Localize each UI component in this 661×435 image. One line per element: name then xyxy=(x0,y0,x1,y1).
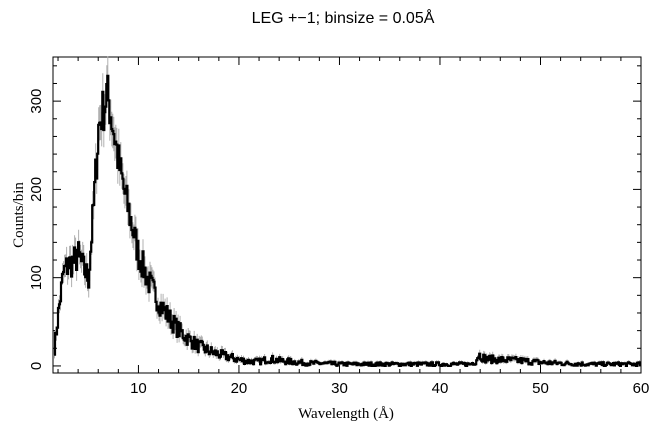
x-tick-label: 50 xyxy=(532,380,549,397)
axis-ticks: 10 20 30 40 50 60 0 100 200 300 xyxy=(28,57,649,397)
x-tick-label: 10 xyxy=(130,380,147,397)
error-bar-set xyxy=(54,56,641,366)
y-tick-label: 200 xyxy=(28,177,45,202)
y-axis-label: Counts/bin xyxy=(11,182,27,248)
plot-frame xyxy=(52,56,642,374)
data-series xyxy=(53,74,642,367)
y-tick-label: 0 xyxy=(28,362,45,370)
x-tick-label: 30 xyxy=(331,380,348,397)
y-tick-label: 100 xyxy=(28,265,45,290)
spectrum-line xyxy=(53,74,642,367)
x-tick-label: 40 xyxy=(432,380,449,397)
y-tick-label: 300 xyxy=(28,89,45,114)
x-tick-label: 60 xyxy=(633,380,650,397)
chart-title: LEG +−1; binsize = 0.05Å xyxy=(252,8,435,27)
x-axis-label: Wavelength (Å) xyxy=(298,406,394,422)
error-bars xyxy=(54,56,641,366)
x-tick-label: 20 xyxy=(231,380,248,397)
